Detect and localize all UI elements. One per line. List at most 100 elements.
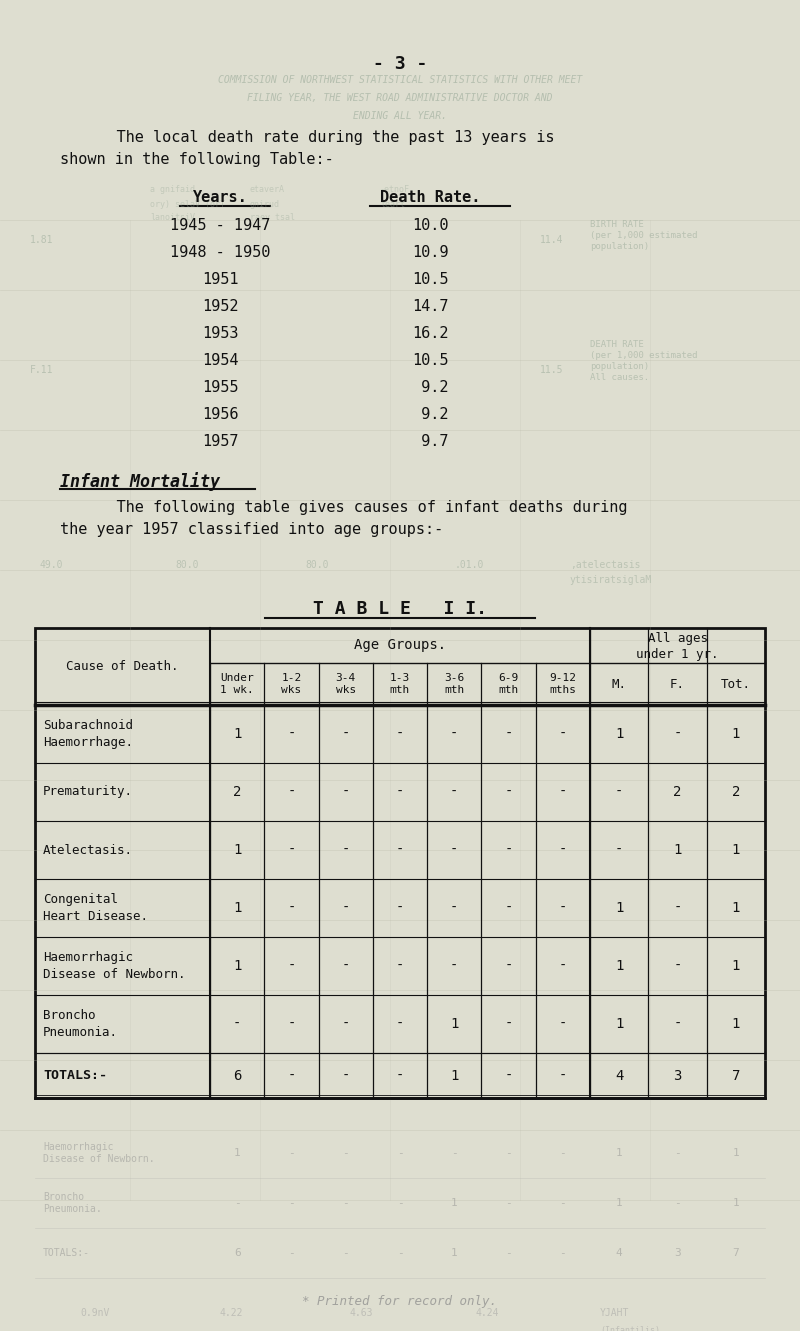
Text: -: - (558, 1069, 567, 1082)
Text: Haemorrhagic
Disease of Newborn.: Haemorrhagic Disease of Newborn. (43, 1142, 154, 1165)
Text: -: - (233, 1017, 242, 1032)
Text: ENDING ALL YEAR.: ENDING ALL YEAR. (353, 110, 447, 121)
Text: -: - (505, 1149, 512, 1158)
Bar (35, 628, 765, 1098)
Text: 9-12
mths: 9-12 mths (550, 673, 576, 695)
Text: Prematurity.: Prematurity. (43, 785, 133, 799)
Text: Cause of Death.: Cause of Death. (66, 660, 178, 673)
Text: -: - (396, 843, 404, 857)
Text: 4.24: 4.24 (475, 1308, 498, 1318)
Text: 4.63: 4.63 (350, 1308, 374, 1318)
Text: -: - (559, 1248, 566, 1258)
Text: 1: 1 (615, 960, 623, 973)
Text: -: - (558, 785, 567, 799)
Text: 1953: 1953 (202, 326, 238, 341)
Text: -: - (234, 1198, 241, 1209)
Text: 1: 1 (732, 1017, 740, 1032)
Text: 1-2
wks: 1-2 wks (282, 673, 302, 695)
Text: -: - (287, 901, 296, 914)
Text: 2: 2 (674, 785, 682, 799)
Text: raey tsal: raey tsal (250, 213, 295, 222)
Text: -: - (396, 727, 404, 741)
Text: -: - (396, 785, 404, 799)
Text: -: - (558, 960, 567, 973)
Text: 10.5: 10.5 (412, 353, 448, 367)
Text: 1: 1 (451, 1198, 458, 1209)
Text: 1: 1 (674, 843, 682, 857)
Text: 1: 1 (233, 960, 242, 973)
Text: -: - (559, 1198, 566, 1209)
Text: -: - (505, 1198, 512, 1209)
Text: 1956: 1956 (202, 407, 238, 422)
Text: 7: 7 (732, 1069, 740, 1082)
Text: 1: 1 (615, 1017, 623, 1032)
Text: -: - (450, 785, 458, 799)
Text: 1: 1 (615, 727, 623, 741)
Text: M.: M. (612, 677, 626, 691)
Text: -: - (342, 901, 350, 914)
Text: -: - (504, 1017, 513, 1032)
Text: -: - (397, 1198, 403, 1209)
Text: 9.2: 9.2 (412, 407, 448, 422)
Text: teart: teart (380, 200, 405, 209)
Text: 3: 3 (674, 1248, 681, 1258)
Text: 49.0: 49.0 (40, 560, 63, 570)
Text: 10.0: 10.0 (412, 218, 448, 233)
Text: 1-3
mth: 1-3 mth (390, 673, 410, 695)
Text: 1: 1 (732, 960, 740, 973)
Text: 1: 1 (616, 1149, 622, 1158)
Text: -: - (558, 843, 567, 857)
Text: Tot.: Tot. (721, 677, 751, 691)
Text: 4.22: 4.22 (220, 1308, 243, 1318)
Text: -: - (397, 1149, 403, 1158)
Text: -: - (674, 1149, 681, 1158)
Text: Atelectasis.: Atelectasis. (43, 844, 133, 857)
Text: -: - (450, 901, 458, 914)
Text: 11.5: 11.5 (540, 365, 563, 375)
Text: -: - (342, 1198, 349, 1209)
Text: 6-9
mth: 6-9 mth (498, 673, 518, 695)
Text: 10.5: 10.5 (412, 272, 448, 287)
Text: 1: 1 (233, 843, 242, 857)
Text: 1: 1 (451, 1248, 458, 1258)
Text: YJAHT: YJAHT (600, 1308, 630, 1318)
Text: T A B L E   I I.: T A B L E I I. (313, 600, 487, 618)
Text: Infant Mortality: Infant Mortality (60, 473, 220, 491)
Text: -: - (288, 1149, 295, 1158)
Text: -: - (558, 1017, 567, 1032)
Text: -: - (504, 785, 513, 799)
Text: -: - (288, 1198, 295, 1209)
Text: -: - (504, 960, 513, 973)
Text: -: - (397, 1248, 403, 1258)
Text: 1952: 1952 (202, 299, 238, 314)
Text: -: - (674, 901, 682, 914)
Text: -: - (558, 727, 567, 741)
Text: Congenital
Heart Disease.: Congenital Heart Disease. (43, 893, 148, 922)
Text: 1: 1 (732, 843, 740, 857)
Text: a gnifaid: a gnifaid (150, 185, 195, 194)
Text: -: - (288, 1248, 295, 1258)
Text: 16.2: 16.2 (412, 326, 448, 341)
Text: (Infantilis): (Infantilis) (600, 1326, 660, 1331)
Text: -: - (451, 1149, 458, 1158)
Text: 1957: 1957 (202, 434, 238, 449)
Text: -: - (615, 785, 623, 799)
Text: -: - (287, 727, 296, 741)
Text: 3: 3 (674, 1069, 682, 1082)
Text: -: - (450, 960, 458, 973)
Text: .01.0: .01.0 (455, 560, 484, 570)
Text: -: - (287, 960, 296, 973)
Text: -: - (287, 785, 296, 799)
Text: 1954: 1954 (202, 353, 238, 367)
Text: gnirud: gnirud (250, 200, 280, 209)
Text: -: - (287, 843, 296, 857)
Text: 1955: 1955 (202, 379, 238, 395)
Text: 1951: 1951 (202, 272, 238, 287)
Text: * Printed for record only.: * Printed for record only. (302, 1295, 498, 1308)
Text: Haemorrhagic
Disease of Newborn.: Haemorrhagic Disease of Newborn. (43, 952, 186, 981)
Text: 1: 1 (233, 727, 242, 741)
Text: 11.4: 11.4 (540, 236, 563, 245)
Text: 1945 - 1947: 1945 - 1947 (170, 218, 270, 233)
Text: -: - (287, 1069, 296, 1082)
Text: 1: 1 (615, 901, 623, 914)
